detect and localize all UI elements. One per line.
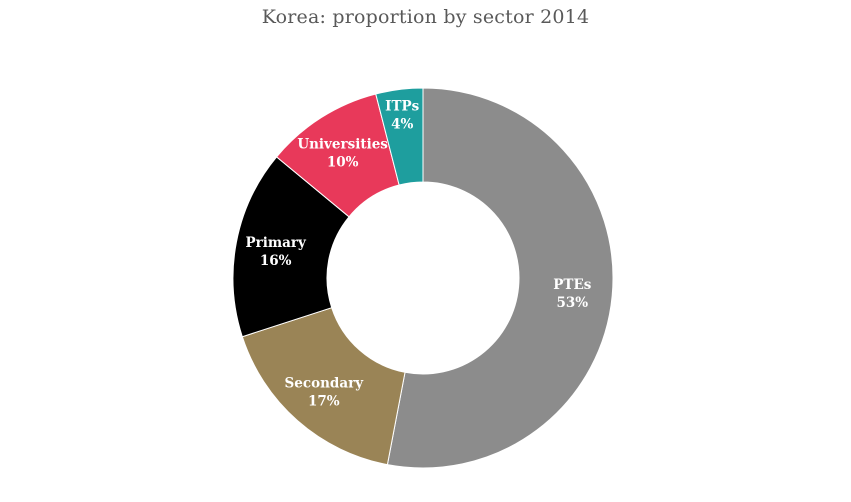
slice-value-ptes: 53% (557, 295, 589, 311)
slice-label-universities: Universities (297, 136, 388, 152)
slice-value-secondary: 17% (308, 394, 340, 410)
slice-label-ptes: PTEs (553, 277, 591, 293)
slice-primary (232, 156, 350, 338)
slice-label-secondary: Secondary (285, 376, 365, 392)
slice-secondary (241, 307, 406, 466)
slice-label-itps: ITPs (385, 98, 420, 114)
slice-label-primary: Primary (245, 235, 307, 251)
slice-value-primary: 16% (260, 253, 292, 269)
slice-ptes (386, 87, 614, 469)
slice-value-universities: 10% (327, 154, 359, 170)
slice-itps (375, 87, 424, 186)
chart-title: Korea: proportion by sector 2014 (261, 6, 590, 28)
slice-value-itps: 4% (391, 116, 413, 132)
